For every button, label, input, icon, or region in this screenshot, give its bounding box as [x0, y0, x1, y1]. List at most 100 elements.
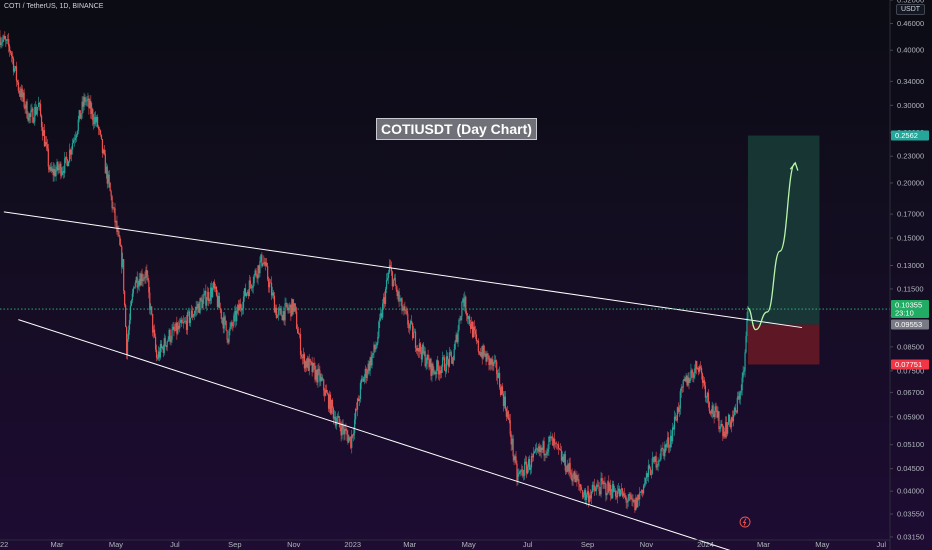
candle-body: [70, 149, 73, 155]
candle: [54, 164, 56, 177]
candle: [637, 494, 639, 508]
candle: [463, 293, 465, 311]
candle: [608, 475, 610, 493]
candle-body: [149, 292, 151, 310]
candle: [603, 480, 605, 490]
candle: [531, 453, 534, 463]
candle: [708, 401, 710, 414]
candle: [39, 99, 42, 118]
candle: [432, 361, 434, 375]
candle: [256, 273, 258, 283]
candle-body: [693, 376, 695, 378]
candle: [219, 302, 221, 314]
candle-body: [690, 370, 692, 380]
candle-body: [577, 479, 579, 481]
candle: [426, 354, 428, 369]
candle-body: [105, 166, 107, 174]
candle-body: [158, 351, 161, 358]
candle: [389, 259, 392, 268]
candle-body: [472, 326, 475, 338]
candle: [714, 403, 716, 420]
candle: [582, 489, 584, 500]
candle: [297, 326, 300, 335]
candle-body: [485, 353, 487, 362]
candle: [59, 161, 61, 174]
candle: [506, 406, 508, 420]
candle: [361, 375, 363, 383]
candle: [442, 355, 445, 361]
candle: [526, 456, 528, 479]
y-tick-label: 0.08500: [897, 342, 924, 351]
candle: [459, 315, 461, 321]
candle: [94, 112, 96, 128]
candle: [111, 194, 113, 213]
candle-body: [39, 102, 41, 105]
candle-body: [166, 341, 168, 348]
candle-body: [258, 265, 260, 274]
candle: [543, 437, 545, 462]
candle: [720, 420, 722, 432]
candle-body: [99, 130, 102, 135]
x-tick-label: Jul: [170, 540, 180, 549]
candle-body: [27, 117, 29, 121]
projection-curve: [747, 162, 796, 331]
candle-body: [385, 279, 388, 289]
candle-body: [390, 267, 392, 272]
candle-body: [403, 306, 405, 311]
candle: [236, 306, 238, 326]
candle-body: [503, 396, 506, 406]
candle: [375, 341, 377, 353]
candle: [309, 358, 311, 366]
candle-body: [684, 378, 686, 382]
candle-body: [522, 469, 524, 476]
candle-body: [59, 163, 61, 169]
candle: [193, 310, 195, 321]
candle: [329, 391, 332, 415]
candle: [66, 151, 68, 166]
candle: [509, 413, 511, 437]
candle: [578, 473, 580, 491]
candle-body: [101, 138, 104, 154]
candle-body: [657, 460, 659, 466]
candle: [374, 344, 376, 353]
candle-body: [326, 392, 329, 395]
candle-body: [478, 351, 480, 353]
candle: [67, 158, 69, 167]
candle-body: [725, 422, 727, 437]
candle: [177, 322, 179, 336]
candle: [731, 410, 734, 423]
candle: [725, 416, 727, 439]
candle-body: [366, 373, 368, 379]
candle: [127, 325, 130, 342]
candle-body: [574, 471, 576, 483]
candle-body: [406, 311, 408, 314]
candle-body: [567, 464, 569, 472]
candle: [167, 336, 169, 343]
candle-body: [648, 465, 650, 469]
currency-badge[interactable]: USDT: [896, 4, 926, 15]
candle-body: [597, 484, 599, 487]
candle-body: [545, 453, 547, 455]
candle-body: [436, 360, 438, 375]
candle-body: [95, 117, 97, 123]
x-tick-label: Nov: [287, 540, 301, 549]
y-tick-label: 0.15000: [897, 234, 924, 243]
candle-body: [414, 331, 417, 349]
candle: [97, 125, 100, 136]
candle: [308, 354, 310, 376]
candle: [719, 426, 721, 434]
candle-body: [196, 306, 198, 309]
candle: [358, 395, 361, 407]
candle: [125, 303, 127, 328]
candle-body: [169, 330, 171, 342]
candle: [655, 451, 657, 471]
candle: [498, 368, 500, 379]
candle-body: [2, 39, 4, 42]
candle-body: [349, 436, 351, 438]
candle-body: [450, 352, 452, 358]
candle-body: [17, 82, 19, 91]
current-price-badge-text: 0.10355: [895, 301, 922, 310]
candle: [21, 85, 23, 102]
candle-body: [476, 340, 478, 342]
